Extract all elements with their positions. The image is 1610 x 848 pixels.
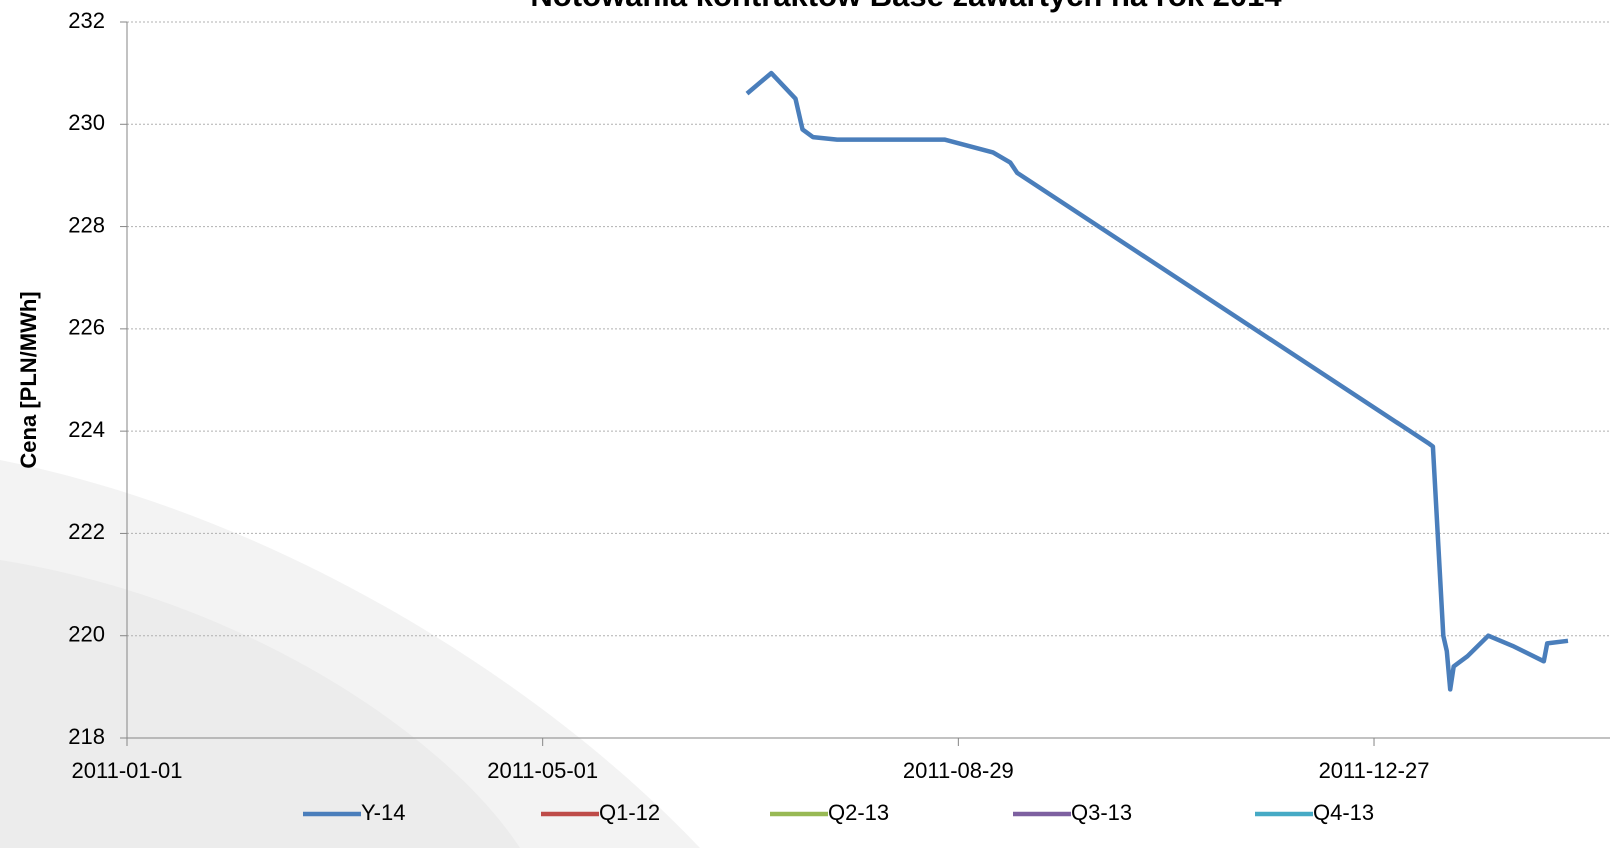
legend-label: Y-14	[361, 800, 405, 825]
y-tick-label: 218	[68, 724, 105, 749]
y-tick-label: 220	[68, 622, 105, 647]
y-tick-label: 228	[68, 212, 105, 237]
legend-label: Q1-12	[599, 800, 660, 825]
y-tick-label: 222	[68, 519, 105, 544]
x-tick-label: 2011-12-27	[1319, 758, 1430, 783]
y-axis-label: Cena [PLN/MWh]	[16, 291, 41, 468]
series-line	[745, 70, 1569, 692]
background-swoosh	[0, 560, 520, 848]
x-tick-label: 2011-01-01	[72, 758, 183, 783]
legend-label: Q3-13	[1071, 800, 1132, 825]
y-tick-label: 230	[68, 110, 105, 135]
x-tick-label: 2011-08-29	[903, 758, 1014, 783]
y-tick-label: 224	[68, 417, 105, 442]
y-tick-label: 232	[68, 8, 105, 33]
x-tick-label: 2011-05-01	[487, 758, 598, 783]
chart-title: Notowania kontraktów Base zawartych na r…	[530, 0, 1282, 13]
legend-label: Q2-13	[828, 800, 889, 825]
y-tick-label: 226	[68, 315, 105, 340]
legend-label: Q4-13	[1313, 800, 1374, 825]
